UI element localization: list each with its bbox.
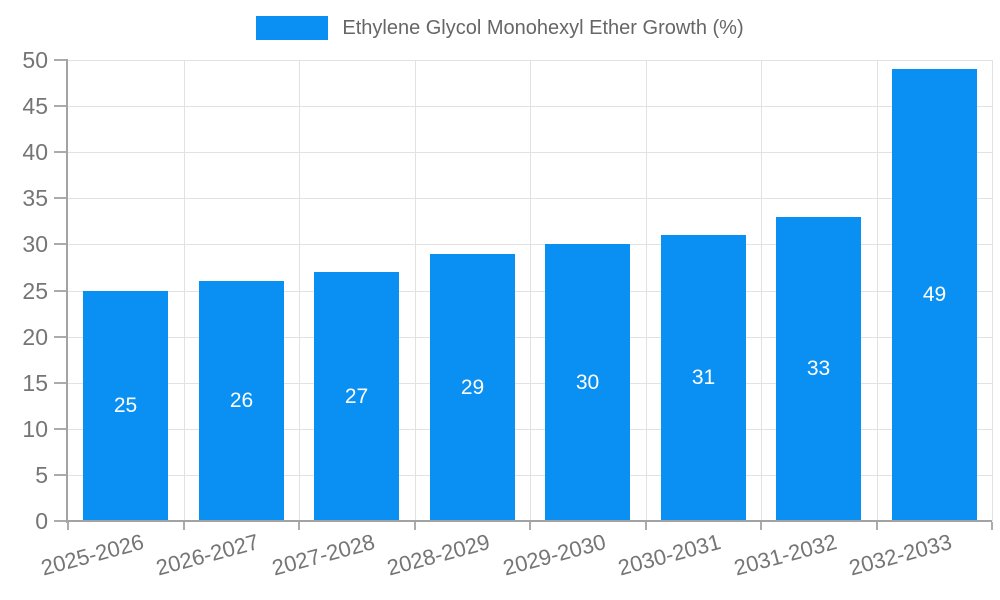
bar-value-label: 26 [229, 389, 254, 412]
x-tick-label: 2026-2027 [153, 529, 262, 581]
x-tick [991, 522, 993, 530]
bar[interactable]: 33 [776, 217, 861, 520]
y-tick-label: 45 [22, 93, 48, 119]
bar[interactable]: 31 [661, 235, 746, 520]
y-axis-line [66, 59, 68, 523]
x-tick-label: 2029-2030 [500, 529, 609, 581]
bar[interactable]: 25 [83, 291, 168, 520]
x-tick-label: 2027-2028 [269, 529, 378, 581]
chart-legend[interactable]: Ethylene Glycol Monohexyl Ether Growth (… [0, 16, 1000, 40]
bar-value-label: 30 [575, 370, 600, 394]
y-tick-label: 5 [35, 462, 48, 488]
y-tick [54, 474, 66, 476]
bar-value-label: 27 [344, 384, 369, 408]
y-tick-label: 10 [22, 416, 48, 442]
x-tick-label: 2025-2026 [38, 529, 147, 581]
y-tick [54, 290, 66, 292]
x-tick [645, 522, 647, 530]
v-gridline [530, 60, 531, 521]
y-tick [54, 105, 66, 107]
y-tick-label: 40 [22, 139, 48, 165]
v-gridline [877, 60, 878, 521]
y-tick-label: 35 [22, 185, 48, 211]
bar[interactable]: 29 [430, 254, 515, 520]
legend-label: Ethylene Glycol Monohexyl Ether Growth (… [342, 16, 744, 39]
y-tick [54, 336, 66, 338]
y-tick [54, 382, 66, 384]
y-tick [54, 520, 66, 522]
v-gridline [184, 60, 185, 521]
v-gridline [761, 60, 762, 521]
bar-value-label: 25 [113, 394, 138, 417]
bar[interactable]: 49 [892, 69, 977, 520]
bar-value-label: 49 [922, 283, 947, 306]
x-tick [529, 522, 531, 530]
x-tick [876, 522, 878, 530]
v-gridline [415, 60, 416, 521]
bar-value-label: 33 [806, 357, 831, 380]
legend-swatch [256, 16, 329, 40]
v-gridline [992, 60, 993, 521]
y-tick [54, 243, 66, 245]
bar[interactable]: 27 [314, 272, 399, 520]
bar-value-label: 31 [691, 366, 716, 389]
y-tick [54, 197, 66, 199]
y-tick-label: 15 [22, 370, 48, 396]
y-tick-label: 50 [22, 47, 48, 73]
v-gridline [299, 60, 300, 521]
y-tick [54, 428, 66, 430]
bar-value-label: 29 [460, 375, 485, 399]
x-tick-label: 2031-2032 [731, 529, 840, 581]
bar[interactable]: 26 [199, 281, 284, 520]
y-tick [54, 151, 66, 153]
y-tick-label: 0 [35, 508, 48, 534]
y-tick-label: 25 [22, 278, 48, 304]
x-tick-label: 2032-2033 [846, 529, 955, 581]
x-tick [183, 522, 185, 530]
x-tick [67, 522, 69, 530]
x-tick [298, 522, 300, 530]
y-tick-label: 20 [22, 324, 48, 350]
x-tick-label: 2028-2029 [384, 529, 493, 581]
bar[interactable]: 30 [545, 244, 630, 520]
x-tick [760, 522, 762, 530]
x-tick [414, 522, 416, 530]
x-axis-line [66, 520, 992, 522]
x-tick-label: 2030-2031 [615, 529, 724, 581]
y-tick-label: 30 [22, 231, 48, 257]
v-gridline [646, 60, 647, 521]
y-tick [54, 59, 66, 61]
